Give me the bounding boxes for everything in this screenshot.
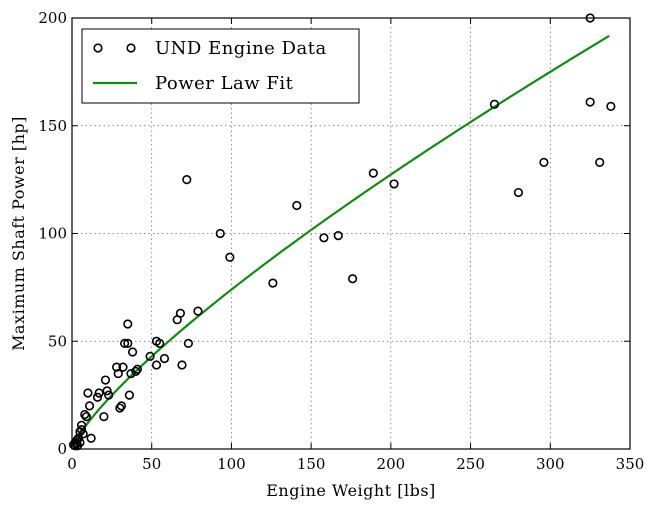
data-point — [215, 228, 225, 239]
data-point — [333, 231, 343, 241]
data-point — [123, 338, 133, 349]
legend-box — [81, 28, 360, 104]
data-point — [120, 338, 130, 349]
x-tick-label: 250 — [456, 455, 485, 473]
x-tick-labels: 0 50 100 150 200 250 300 350 — [67, 455, 644, 473]
data-point — [112, 362, 122, 372]
y-tick-label: 150 — [38, 117, 67, 135]
data-point — [99, 412, 109, 422]
data-point — [127, 347, 138, 357]
data-point — [389, 179, 399, 189]
data-point — [78, 429, 88, 439]
y-tick-label: 50 — [48, 332, 67, 350]
data-point — [124, 390, 134, 400]
x-tick-label: 50 — [142, 455, 161, 473]
x-tick-label: 300 — [536, 455, 565, 473]
data-point — [151, 360, 162, 370]
y-tick-label: 200 — [38, 9, 67, 27]
data-point — [83, 388, 93, 398]
data-point — [81, 412, 91, 422]
legend: UND Engine Data Power Law Fit — [81, 28, 360, 104]
data-point — [585, 97, 595, 107]
data-series — [68, 13, 616, 451]
data-point — [159, 353, 170, 364]
data-point — [113, 368, 123, 379]
y-tick-label: 100 — [38, 225, 67, 243]
data-point — [76, 420, 87, 430]
data-point — [123, 319, 133, 329]
data-point — [132, 364, 142, 374]
data-point — [126, 368, 136, 379]
data-point — [92, 392, 103, 402]
legend-marker-scatter — [93, 43, 103, 53]
data-point — [94, 388, 104, 398]
y-tick-label: 0 — [57, 440, 67, 458]
x-tick-label: 150 — [297, 455, 326, 473]
data-point — [595, 157, 605, 167]
data-point — [347, 274, 358, 284]
data-point — [116, 401, 127, 411]
data-point — [80, 409, 90, 420]
data-point — [86, 433, 96, 443]
data-point — [292, 200, 302, 211]
y-tick-labels: 0 50 100 150 200 — [38, 9, 67, 458]
data-point — [75, 437, 85, 448]
data-point — [182, 175, 192, 185]
data-point — [104, 390, 114, 400]
data-point — [84, 401, 95, 411]
x-tick-label: 200 — [377, 455, 406, 473]
data-point — [319, 233, 329, 243]
data-point — [118, 362, 128, 372]
data-point — [100, 375, 111, 385]
axis-ticks — [71, 17, 631, 450]
data-point — [145, 351, 155, 361]
legend-label-power-law-fit: Power Law Fit — [155, 73, 294, 94]
data-point — [513, 187, 524, 198]
data-point — [115, 403, 125, 413]
data-point — [76, 425, 87, 435]
x-tick-label: 350 — [616, 455, 645, 473]
data-point — [175, 308, 186, 318]
grid — [72, 18, 630, 449]
data-point — [606, 101, 616, 111]
data-point — [225, 252, 235, 262]
data-point — [131, 366, 141, 377]
data-point — [489, 99, 500, 109]
data-point — [193, 306, 203, 316]
data-point — [539, 157, 549, 167]
y-axis-label: Maximum Shaft Power [hp] — [9, 116, 28, 351]
data-point — [183, 338, 193, 349]
x-tick-label: 0 — [67, 455, 77, 473]
x-tick-label: 100 — [217, 455, 246, 473]
legend-marker-scatter — [126, 43, 136, 53]
legend-label-engine-data: UND Engine Data — [155, 38, 327, 59]
data-point — [177, 360, 187, 370]
data-point — [102, 386, 112, 396]
data-point — [268, 278, 278, 288]
data-point — [155, 338, 165, 349]
x-axis-label: Engine Weight [lbs] — [266, 481, 436, 500]
data-point — [368, 168, 378, 178]
